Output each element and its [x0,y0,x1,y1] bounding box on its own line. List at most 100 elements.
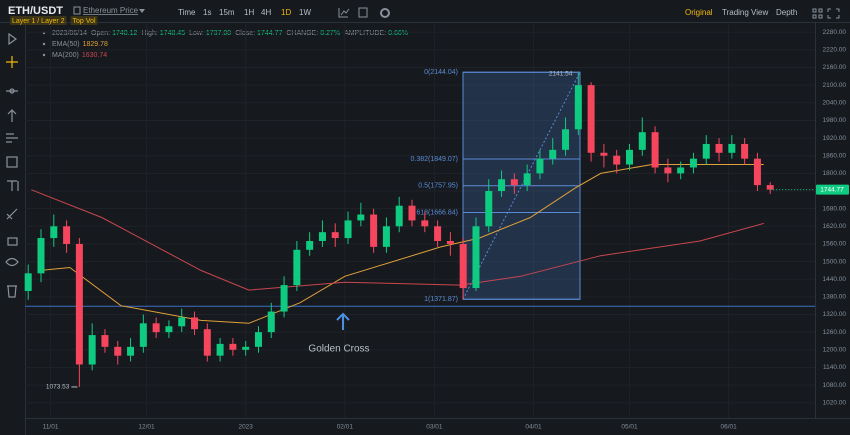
cursor-tool[interactable] [8,32,18,46]
candle-body [306,240,314,250]
line-tool[interactable] [6,88,18,94]
fib-label: 0.5(1757.95) [418,183,458,190]
y-tick-label: 1980.00 [823,117,847,124]
y-tick-label: 1020.00 [823,399,847,406]
candle-body [216,343,224,356]
interval[interactable]: 1D [281,8,291,17]
toolbar [5,32,19,298]
y-tick-label: 2220.00 [823,47,847,54]
indicator-legend: EMA(50) 1829.78 [52,41,108,48]
shape-tool[interactable] [6,156,18,168]
fib-tool[interactable] [6,133,18,143]
candle-body [562,129,570,150]
lock-tool[interactable] [7,237,18,246]
x-tick-label: 06/01 [721,424,738,431]
candle-body [114,346,122,356]
x-tick-label: 05/01 [621,424,638,431]
arrow-tool[interactable] [7,109,17,122]
y-tick-label: 1260.00 [823,329,847,336]
interval[interactable]: 4H [261,8,271,17]
candle-body [677,167,685,174]
candle-body [395,205,403,227]
y-tick-label: 1320.00 [823,311,847,318]
interval[interactable]: 1W [299,8,311,17]
candle-body [408,205,416,221]
grid-icon[interactable] [812,8,823,19]
indicator-name: MA(200) [52,52,79,59]
indicator-icon[interactable] [338,8,350,18]
view-tab[interactable]: Depth [776,8,797,17]
delete-tool[interactable] [7,285,17,298]
visibility-tool[interactable] [5,257,19,267]
view-tab[interactable]: Original [685,8,713,17]
y-tick-label: 1440.00 [823,276,847,283]
dropdown[interactable] [139,9,145,13]
candle-body [101,335,109,347]
y-tick-label: 2100.00 [823,82,847,89]
y-tick-label: 2040.00 [823,100,847,107]
candle-body [139,323,147,347]
candle-body [24,273,32,291]
legend-label: Close: [235,30,255,37]
tag-bg [10,16,67,25]
legend-bullet [42,53,46,57]
crosshair-tool[interactable] [6,56,18,68]
interval[interactable]: 15m [219,8,235,17]
candle-body [331,232,339,239]
legend-bullet [42,42,46,46]
fullscreen-icon[interactable] [827,8,840,19]
y-tick-label: 2280.00 [823,29,847,36]
candle-body [651,132,659,168]
y-tick-label: 1200.00 [823,347,847,354]
text-tool[interactable] [7,180,19,191]
x-tick-label: 02/01 [337,424,354,431]
legend-value: 1744.77 [257,30,282,37]
info-icon [73,6,81,15]
candle-body [587,85,595,153]
ohlc-legend: 2023/06/14 Open: 1740.12 High: 1748.45 Low: 17… [52,30,408,37]
fib-label: 0(2144.04) [424,69,458,76]
candle-body [357,214,365,221]
fib-diagonal [462,71,581,300]
fib-label: 0.618(1666.84) [411,209,458,216]
y-tick-label: 1500.00 [823,258,847,265]
y-tick-label: 1380.00 [823,294,847,301]
candle-body [127,346,135,356]
candle-body [382,226,390,247]
y-tick-label: 1680.00 [823,205,847,212]
indicator-value: 1829.78 [83,41,108,48]
legend-value: 1748.45 [160,30,185,37]
candle-body [50,226,58,239]
candle-body [689,158,697,168]
indicator-line [31,189,764,291]
legend-date: 2023/06/14 [52,30,87,37]
coin-name[interactable]: Ethereum Price [83,6,139,15]
x-tick-label: 12/01 [138,424,155,431]
candle-body [421,220,429,227]
candle-body [523,173,531,186]
settings-icon[interactable] [380,8,390,18]
measure-tool[interactable] [6,208,18,220]
candle-body [766,185,774,190]
legend-label: AMPLITUDE: [344,30,386,37]
annotation-arrow [336,312,350,330]
y-tick-label: 1860.00 [823,152,847,159]
fib-label: 0.382(1849.07) [411,156,458,163]
candle-body [178,317,186,327]
candle-body [638,132,646,150]
candle-body [165,326,173,333]
candle-body [242,346,250,350]
x-tick-label: 2023 [238,424,253,431]
view-tab[interactable]: Trading View [722,8,768,17]
interval[interactable]: Time [178,8,196,17]
candle-body [472,226,480,289]
candle-body [318,232,326,241]
candle-body [600,152,608,156]
interval[interactable]: 1H [244,8,254,17]
candle-body [63,226,71,244]
legend-label: High: [141,30,157,37]
interval[interactable]: 1s [203,8,211,17]
candle-body [75,243,83,365]
layout-icon[interactable] [358,7,368,18]
